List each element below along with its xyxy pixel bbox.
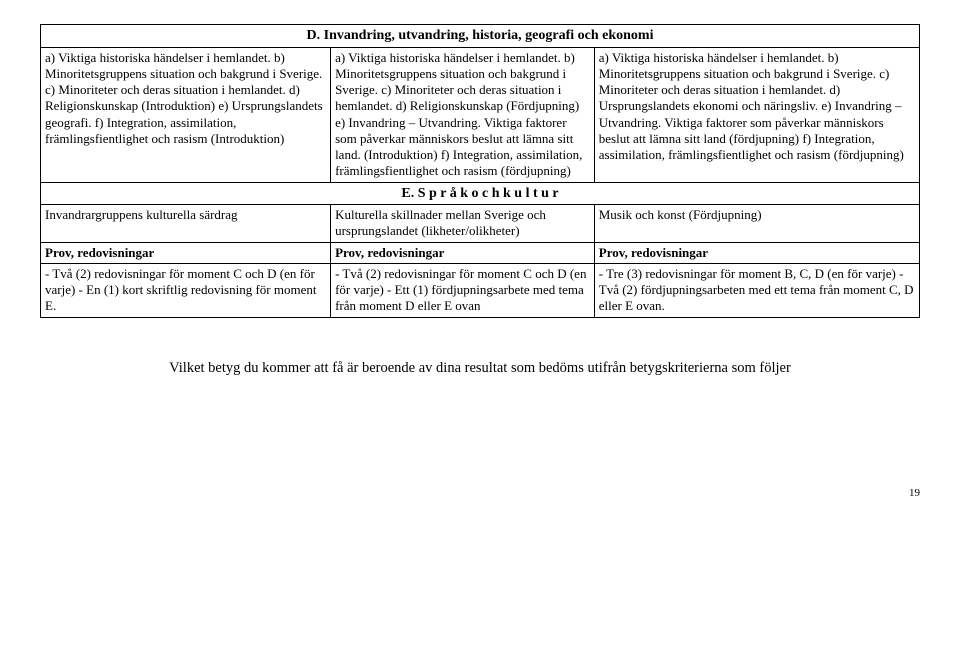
content-table: D. Invandring, utvandring, historia, geo… [40, 24, 920, 318]
page-number: 19 [40, 487, 920, 499]
prov-col1: - Två (2) redovisningar för moment C och… [41, 263, 331, 317]
section-d-header-row: D. Invandring, utvandring, historia, geo… [41, 25, 920, 48]
prov-header-col2: Prov, redovisningar [331, 242, 595, 263]
section-d-content-row: a) Viktiga historiska händelser i hemlan… [41, 47, 920, 182]
prov-header-row: Prov, redovisningar Prov, redovisningar … [41, 242, 920, 263]
section-d-title: D. Invandring, utvandring, historia, geo… [41, 25, 920, 48]
prov-header-col1: Prov, redovisningar [41, 242, 331, 263]
prov-header-col3: Prov, redovisningar [594, 242, 919, 263]
prov-content-row: - Två (2) redovisningar för moment C och… [41, 263, 920, 317]
prov-col3: - Tre (3) redovisningar för moment B, C,… [594, 263, 919, 317]
section-d-col1: a) Viktiga historiska händelser i hemlan… [41, 47, 331, 182]
prov-col2: - Två (2) redovisningar för moment C och… [331, 263, 595, 317]
section-e-header-row: E. S p r å k o c h k u l t u r [41, 182, 920, 205]
footer-note: Vilket betyg du kommer att få är beroend… [40, 360, 920, 377]
section-e-col3: Musik och konst (Fördjupning) [594, 205, 919, 243]
section-d-col2: a) Viktiga historiska händelser i hemlan… [331, 47, 595, 182]
section-e-col2: Kulturella skillnader mellan Sverige och… [331, 205, 595, 243]
section-e-col1: Invandrargruppens kulturella särdrag [41, 205, 331, 243]
section-d-col3: a) Viktiga historiska händelser i hemlan… [594, 47, 919, 182]
section-e-content-row: Invandrargruppens kulturella särdrag Kul… [41, 205, 920, 243]
section-e-title: E. S p r å k o c h k u l t u r [41, 182, 920, 205]
